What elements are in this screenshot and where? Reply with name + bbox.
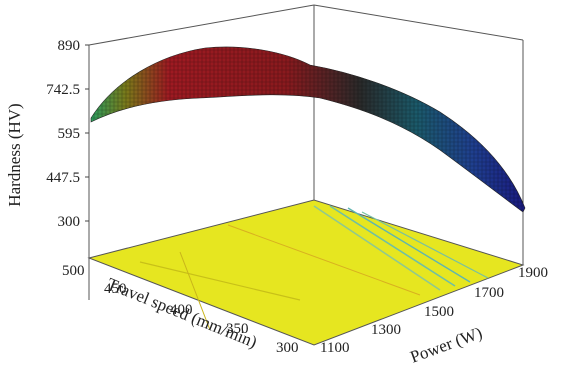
surface-mesh <box>91 46 525 213</box>
y-tick-label-1: 1300 <box>371 322 401 338</box>
z-tick-label-3: 447.5 <box>46 170 80 186</box>
z-tick-label-2: 595 <box>58 126 81 142</box>
x-tick-label-0: 500 <box>62 263 85 279</box>
z-tick-label-1: 742.5 <box>46 82 80 98</box>
floor-contour-line-2 <box>179 251 211 331</box>
z-axis-title: Hardness (HV) <box>5 103 24 206</box>
y-axis-title: Power (W) <box>408 323 485 367</box>
x-axis-ticks: 500 450 400 350 300 <box>62 263 299 356</box>
floor-plane <box>87 199 525 346</box>
box-top-right-edge <box>313 4 524 41</box>
y-tick-label-2: 1500 <box>424 304 454 320</box>
floor-contour-line-7 <box>361 211 489 279</box>
x-tick-label-1: 450 <box>104 281 127 297</box>
x-tick-label-4: 300 <box>276 340 299 356</box>
floor-contour-line-1 <box>139 261 301 301</box>
floor-contour-line-5 <box>329 205 456 287</box>
y-tick-label-0: 1100 <box>320 340 349 356</box>
y-tick-label-3: 1700 <box>474 285 504 301</box>
response-surface <box>90 46 526 213</box>
floor-contour <box>87 199 525 346</box>
box-top-left-edge <box>88 4 315 46</box>
tick-marks <box>85 44 89 222</box>
x-tick-label-2: 400 <box>170 302 193 318</box>
z-tick-label-0: 890 <box>58 38 81 54</box>
floor-contour-line-3 <box>227 224 421 296</box>
z-tick-label-4: 300 <box>58 214 81 230</box>
z-axis-ticks: 890 742.5 595 447.5 300 <box>46 38 80 230</box>
x-tick-label-3: 350 <box>226 321 249 337</box>
y-tick-label-4: 1900 <box>518 265 548 281</box>
floor-contour-line-6 <box>347 207 471 283</box>
floor-contour-line-4 <box>313 205 441 291</box>
y-axis-ticks: 1100 1300 1500 1700 1900 <box>320 265 548 356</box>
